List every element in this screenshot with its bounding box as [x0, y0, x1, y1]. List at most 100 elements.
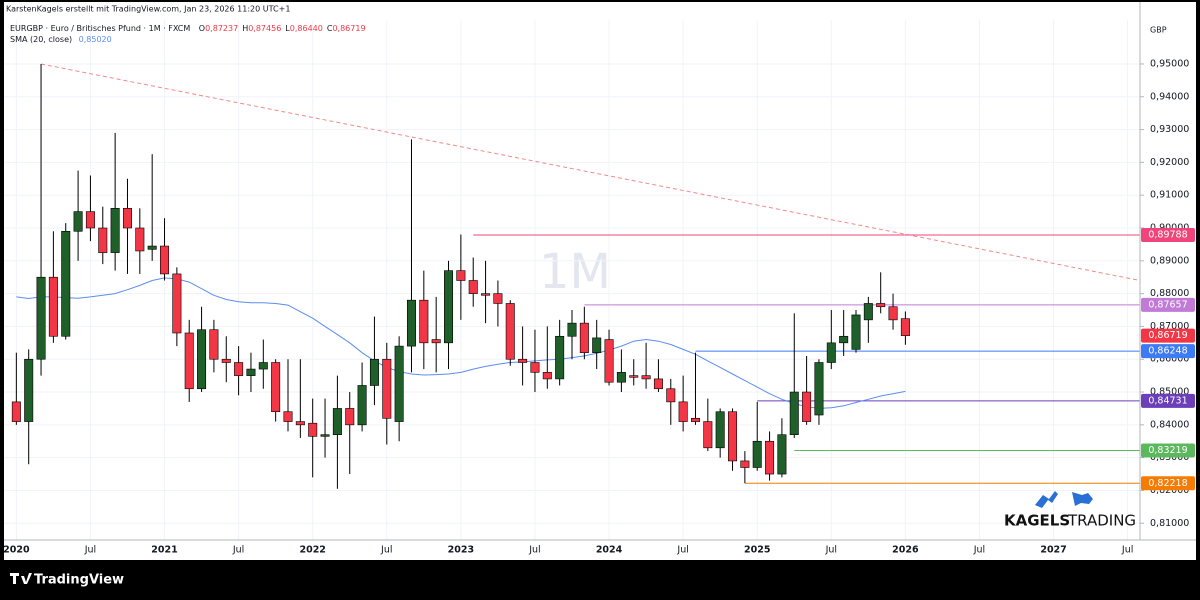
x-tick-label: 2026	[892, 545, 919, 556]
chart-background	[4, 2, 1196, 560]
candle-body	[295, 421, 305, 426]
candle-body	[85, 211, 95, 229]
candle-body	[690, 417, 700, 422]
candle-body	[789, 391, 799, 435]
candle-body	[283, 411, 293, 422]
y-tick-label: 0,95000	[1150, 58, 1189, 69]
indicator-name: SMA (20, close)	[10, 35, 72, 44]
bull-icon	[1035, 491, 1058, 508]
currency-label: GBP	[1150, 26, 1167, 35]
candle-body	[765, 440, 775, 475]
logo-brand: KAGELS	[1004, 512, 1070, 530]
candle-body	[900, 318, 910, 336]
bear-icon	[1072, 492, 1093, 506]
candle-body	[851, 314, 861, 350]
y-tick-label: 0,93000	[1150, 124, 1189, 135]
symbol-legend: EURGBP · Euro / Britisches Pfund · 1M · …	[10, 24, 366, 33]
candle-body	[320, 434, 330, 437]
candle-body	[666, 388, 676, 403]
y-tick-label: 0,91000	[1150, 190, 1189, 201]
price-badge-label: 0,89788	[1148, 229, 1187, 240]
price-badge	[1141, 344, 1195, 359]
candle-body	[555, 335, 565, 380]
ohlc-value: 0,86719	[332, 24, 365, 33]
candle-body	[481, 293, 491, 296]
x-tick-label: Jul	[676, 545, 688, 556]
ohlc-value: 0,87237	[205, 24, 238, 33]
x-tick-label: Jul	[380, 545, 392, 556]
ohlc-key: O	[199, 24, 205, 33]
candle-body	[147, 245, 157, 250]
ohlc-key: H	[242, 24, 248, 33]
symbol: EURGBP · Euro / Britisches Pfund · 1M · …	[10, 24, 190, 33]
logo-suffix: TRADING	[1067, 512, 1136, 530]
y-tick-label: 0,86000	[1150, 354, 1189, 365]
price-badge	[1141, 393, 1195, 408]
candle-body	[61, 230, 71, 337]
candle-body	[826, 342, 836, 363]
y-tick-label: 0,81000	[1150, 518, 1189, 529]
y-tick-label: 0,94000	[1150, 91, 1189, 102]
candle-body	[332, 408, 342, 435]
candle-body	[802, 391, 812, 422]
candle-body	[616, 372, 626, 383]
candle-body	[24, 358, 34, 422]
price-badge	[1141, 297, 1195, 312]
price-badge	[1141, 328, 1195, 343]
candle-body	[110, 208, 120, 253]
x-tick-label: 2027	[1040, 545, 1066, 556]
credit: KarstenKagels erstellt mit TradingView.c…	[6, 5, 290, 14]
footer: TradingView	[10, 573, 124, 588]
price-badge-label: 0,84731	[1148, 395, 1187, 406]
candle-body	[184, 332, 194, 390]
candle-body	[579, 322, 589, 353]
y-tick-label: 0,82000	[1150, 485, 1189, 496]
candle-body	[122, 208, 132, 229]
candle-body	[234, 362, 244, 376]
candle-body	[740, 460, 750, 468]
x-tick-label: Jul	[973, 545, 985, 556]
candle-body	[542, 372, 552, 380]
candle-body	[271, 362, 281, 413]
candle-body	[135, 227, 145, 252]
indicator-value: 0,85020	[79, 35, 112, 44]
price-badge	[1141, 227, 1195, 242]
candle-body	[505, 303, 515, 360]
candle-body	[653, 378, 663, 390]
candle-body	[308, 422, 318, 437]
axis-layer: 0,81000 0,82000 0,83000 0,84000 0,85000 0,860…	[3, 58, 1195, 556]
candle-body	[567, 322, 577, 337]
candle-body	[468, 280, 478, 294]
candle-body	[369, 358, 379, 386]
marks-layer	[11, 63, 910, 489]
y-tick-label: 0,89000	[1150, 255, 1189, 266]
price-badge	[1141, 476, 1195, 491]
candle-body	[678, 401, 688, 422]
candle-body	[876, 303, 886, 308]
candle-body	[863, 303, 873, 321]
candle-body	[382, 358, 392, 419]
ohlc-key: L	[285, 24, 290, 33]
footer-icon	[10, 573, 32, 584]
footer-brand: TradingView	[34, 573, 124, 588]
trend-line	[40, 63, 1141, 281]
y-tick-label: 0,84000	[1150, 419, 1189, 430]
x-tick-label: 2023	[448, 545, 474, 556]
candle-body	[518, 358, 528, 363]
candle-body	[839, 335, 849, 344]
ohlc-value: 0,86440	[290, 24, 323, 33]
ohlc-value: 0,87456	[248, 24, 281, 33]
x-tick-label: 2021	[151, 545, 177, 556]
price-badge-label: 0,82218	[1148, 478, 1187, 489]
x-tick-label: Jul	[1121, 545, 1133, 556]
candle-body	[246, 368, 256, 376]
candle-body	[394, 345, 404, 422]
y-tick-label: 0,85000	[1150, 387, 1189, 398]
candle-body	[357, 385, 367, 426]
candle-body	[160, 245, 170, 275]
candle-body	[493, 293, 503, 304]
ohlc-key: C	[327, 24, 333, 33]
x-tick-label: Jul	[825, 545, 837, 556]
